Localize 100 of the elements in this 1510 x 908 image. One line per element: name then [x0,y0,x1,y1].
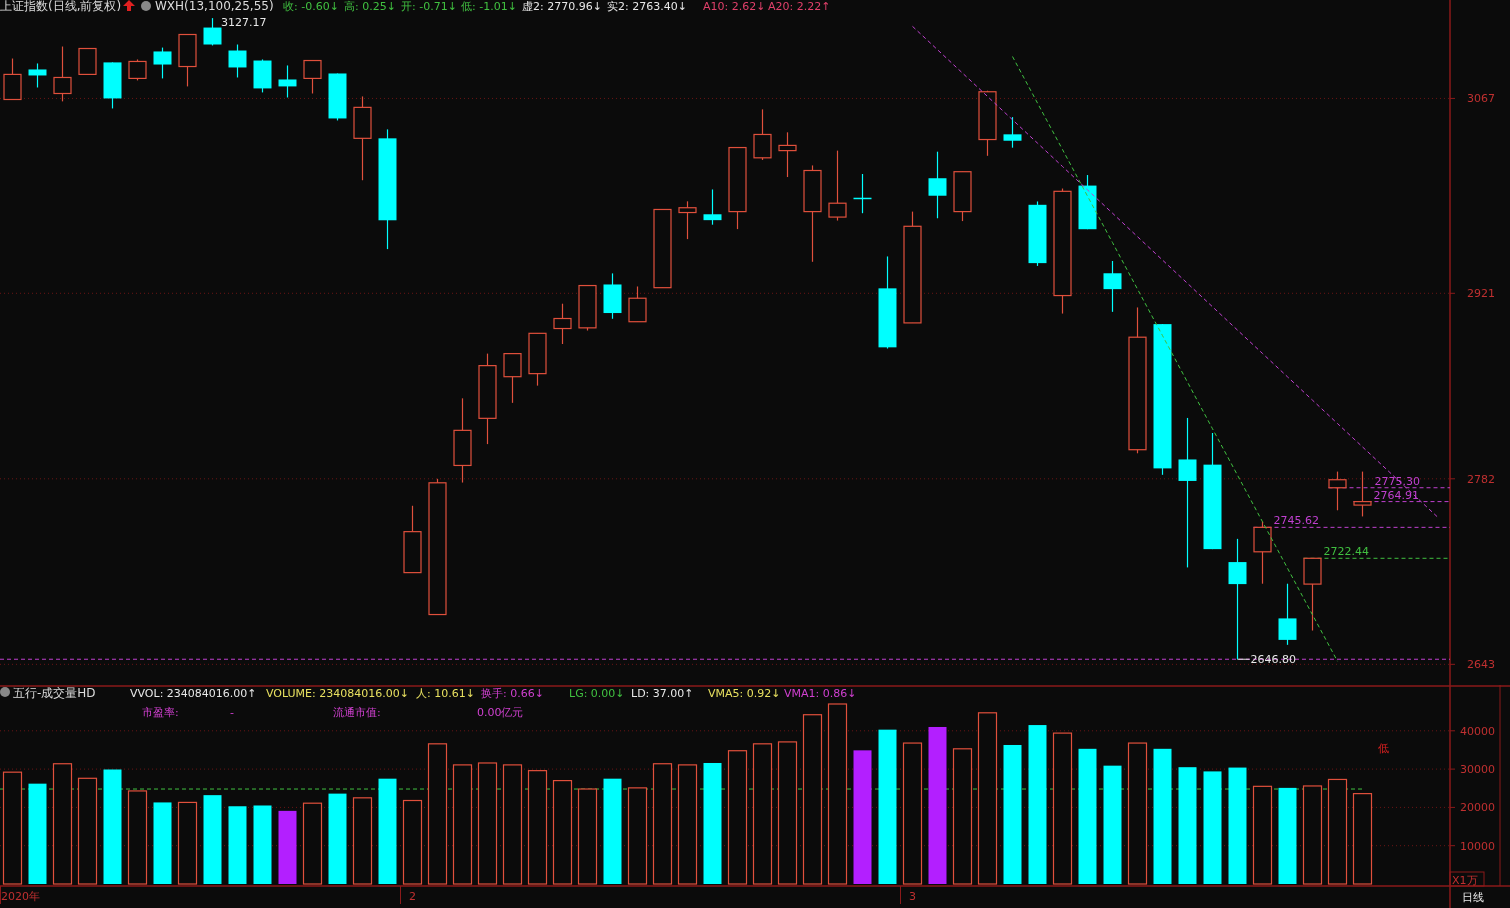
bar [127,790,148,885]
bar [652,763,673,885]
chart-title: 五行-成交量HD [13,686,96,700]
ref-line-label: 2646.80 [1250,653,1296,667]
candlestick [303,59,322,95]
bar [603,778,622,884]
x-tick-label: 2020年 [1,890,40,903]
annotation: 虚2: 2770.96↓ [522,0,602,13]
annotation: VVOL: 234084016.00↑ [130,687,257,700]
candlestick [228,43,247,79]
bar [1003,744,1022,884]
bar [1078,748,1097,884]
annotation: 开: -0.71↓ [401,0,457,13]
annotation: 实2: 2763.40↓ [607,0,687,13]
y-tick-label: 2782 [1467,472,1495,486]
annotation: VMA5: 0.92↓ [708,687,781,700]
y-tick-label: 30000 [1460,763,1495,777]
candlestick [153,46,172,80]
bar [752,743,773,885]
annotation: A10: 2.62↓ [703,0,766,13]
bar [502,764,523,885]
candlestick [278,64,297,99]
bar [677,764,698,885]
bar [302,802,323,885]
text: 日线 [1462,891,1484,904]
bar [328,793,347,884]
annotation: 市盈率: [142,706,179,719]
annotation: VMA1: 0.86↓ [784,687,857,700]
bar [1178,767,1197,884]
annotation: 换手: 0.66↓ [481,687,544,700]
y-axis-title: X1万 [1452,874,1478,887]
candlestick [128,58,147,82]
candlestick [1353,470,1372,518]
y-tick-label: 40000 [1460,724,1495,738]
bar [378,778,397,884]
y-tick-label: 20000 [1460,801,1495,815]
bar [878,729,897,884]
bar [228,806,247,884]
bar [1103,765,1122,884]
bar [977,712,998,885]
candlestick [1103,260,1122,313]
bar [1052,732,1073,885]
bar [1352,793,1373,885]
bar [352,797,373,885]
bar [177,801,198,885]
ref-line-label: 2764.91 [1373,488,1419,502]
bar [278,810,297,884]
bar [727,750,748,885]
annotation: 收: -0.60↓ [283,0,339,13]
bar [527,770,548,885]
x-tick-label: 2 [409,890,416,903]
bar [1028,725,1047,884]
annotation: LG: 0.00↓ [569,687,625,700]
bar [1228,767,1247,884]
x-tick-label: 3 [909,890,916,903]
candlestick [1003,116,1022,149]
candlestick [1328,470,1347,511]
candlestick [53,45,72,102]
bar [52,763,73,885]
chart-subtitle: WXH(13,100,25,55) [155,0,274,13]
ref-line-label: 2775.30 [1374,474,1420,488]
bar [703,762,722,884]
annotation: 高: 0.25↓ [344,0,396,13]
bar [427,743,448,885]
bar [477,762,498,885]
annotation: 3127.17 [221,16,267,29]
bar [577,788,598,885]
annotation: VOLUME: 234084016.00↓ [266,687,409,700]
candlestick [828,150,847,222]
candlestick [928,151,947,219]
bar [928,726,947,884]
bar [827,703,848,885]
bar [1153,748,1172,884]
candlestick [778,131,797,178]
bar [103,769,122,884]
bar [253,805,272,884]
candlestick [1178,417,1197,569]
y-tick-label: 10000 [1460,839,1495,853]
candlestick [503,353,522,404]
bar [627,787,648,885]
bar [1278,787,1297,884]
bar [1127,742,1148,885]
candlestick [703,188,722,226]
bar [28,783,47,884]
bar [552,780,573,885]
bar [402,799,423,885]
bar [1327,778,1348,885]
candlestick [28,62,47,89]
candlestick [628,285,647,323]
annotation: LD: 37.00↑ [631,687,694,700]
bar [77,777,98,885]
bar [153,802,172,884]
bar [2,771,23,885]
candlestick [553,303,572,345]
annotation: 低: -1.01↓ [461,0,517,13]
bar [802,714,823,885]
bar [902,742,923,885]
bar [1302,785,1323,885]
bar [1252,785,1273,885]
annotation: A20: 2.22↑ [768,0,831,13]
